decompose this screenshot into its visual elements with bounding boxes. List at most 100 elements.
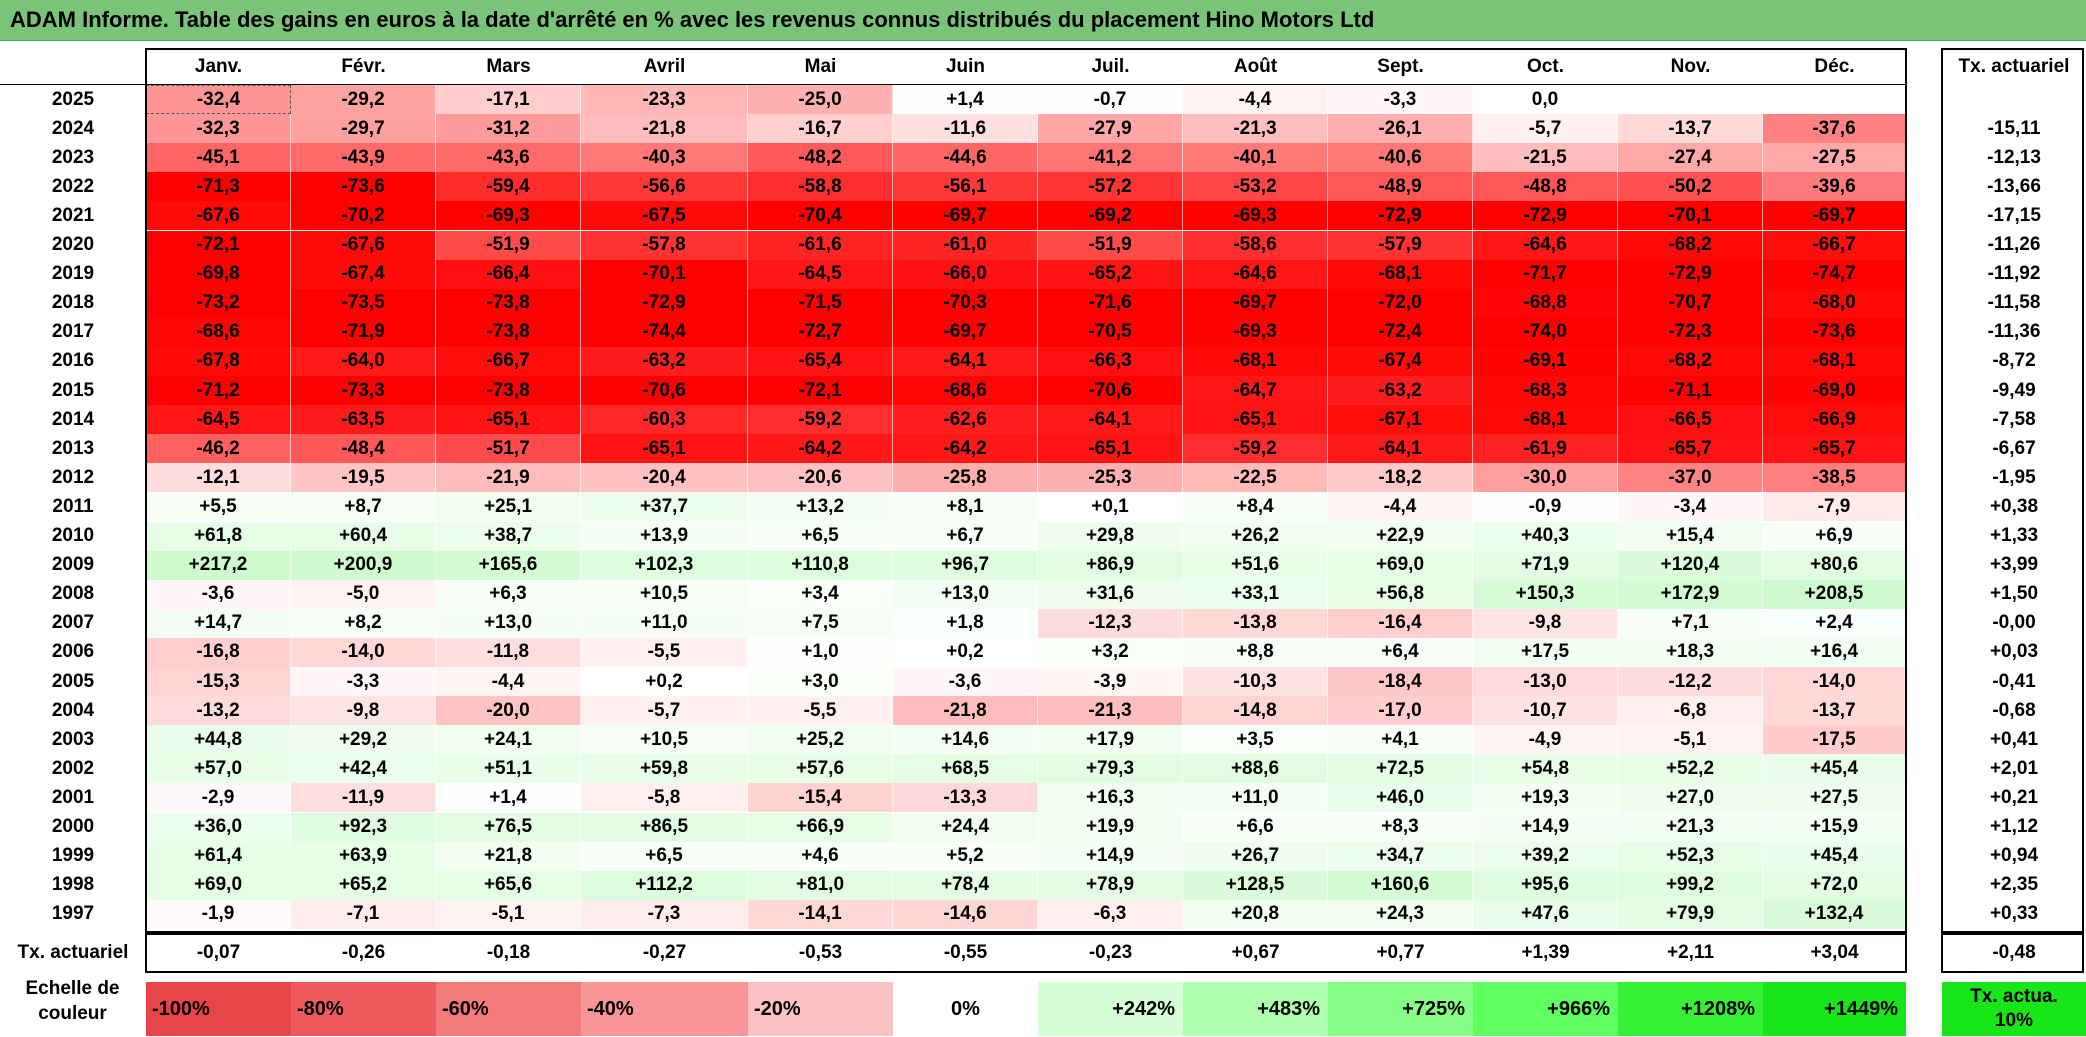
table-cell: -29,2 [291, 85, 436, 115]
table-cell: -69,8 [146, 259, 291, 289]
table-cell: +17,9 [1038, 725, 1183, 755]
title-bar: ADAM Informe. Table des gains en euros à… [0, 0, 2086, 41]
table-cell: -59,2 [1183, 434, 1328, 464]
year-label: 2013 [51, 437, 95, 459]
table-cell: -20,6 [748, 463, 893, 493]
table-cell: -40,6 [1328, 143, 1473, 173]
table-cell: -74,0 [1473, 317, 1618, 347]
table-cell: -0,9 [1473, 492, 1618, 522]
table-cell: +6,6 [1183, 812, 1328, 842]
table-cell: -51,9 [1038, 230, 1183, 260]
table-cell: -69,7 [893, 317, 1038, 347]
table-cell: +60,4 [291, 521, 436, 551]
table-cell: -29,7 [291, 114, 436, 144]
table-cell: -71,6 [1038, 288, 1183, 318]
table-cell: -63,5 [291, 405, 436, 435]
month-header-10: Oct. [1473, 48, 1618, 85]
table-cell [1618, 85, 1763, 115]
table-cell: -62,6 [893, 405, 1038, 435]
table-cell: -17,0 [1328, 696, 1473, 726]
table-cell: +18,3 [1618, 637, 1763, 667]
table-cell: +20,8 [1183, 899, 1328, 929]
table-cell: -38,5 [1763, 463, 1906, 493]
legend-step: +966% [1473, 982, 1618, 1036]
table-cell: -45,1 [146, 143, 291, 173]
table-cell: -32,3 [146, 114, 291, 144]
table-cell: +72,0 [1763, 870, 1906, 900]
table-cell: -66,7 [436, 346, 581, 376]
table-cell: -72,9 [581, 288, 748, 318]
table-cell: +0,1 [1038, 492, 1183, 522]
table-cell: -17,5 [1763, 725, 1906, 755]
table-cell: +80,6 [1763, 550, 1906, 580]
table-cell: +56,8 [1328, 579, 1473, 609]
table-cell: +6,5 [581, 841, 748, 871]
table-cell: +71,9 [1473, 550, 1618, 580]
table-cell: +165,6 [436, 550, 581, 580]
table-cell: +16,3 [1038, 783, 1183, 813]
table-cell: -67,4 [291, 259, 436, 289]
table-cell: -73,2 [146, 288, 291, 318]
table-cell: -69,3 [1183, 317, 1328, 347]
table-cell: +21,3 [1618, 812, 1763, 842]
table-cell: -18,2 [1328, 463, 1473, 493]
table-cell: -73,8 [436, 288, 581, 318]
month-header-5: Mai [748, 48, 893, 85]
table-cell: -23,3 [581, 85, 748, 115]
table-cell: -65,7 [1618, 434, 1763, 464]
table-cell: -6,3 [1038, 899, 1183, 929]
footer-cell: -0,23 [1038, 932, 1183, 973]
annual-cell: +0,21 [1942, 783, 2086, 813]
table-cell: +51,6 [1183, 550, 1328, 580]
year-label: 2004 [51, 699, 95, 721]
table-cell: -61,6 [748, 230, 893, 260]
table-cell: -64,1 [1328, 434, 1473, 464]
annual-cell: -11,58 [1942, 288, 2086, 318]
table-cell: -74,4 [581, 317, 748, 347]
table-cell: -64,0 [291, 346, 436, 376]
year-label: 2020 [51, 234, 95, 256]
table-cell: +8,8 [1183, 637, 1328, 667]
table-cell: -64,7 [1183, 376, 1328, 406]
table-cell: -27,4 [1618, 143, 1763, 173]
table-cell: +79,3 [1038, 754, 1183, 784]
table-cell: +33,1 [1183, 579, 1328, 609]
table-cell: +26,2 [1183, 521, 1328, 551]
table-cell: +5,5 [146, 492, 291, 522]
table-cell: -48,4 [291, 434, 436, 464]
annual-cell: +0,94 [1942, 841, 2086, 871]
table-cell: -69,7 [1763, 201, 1906, 231]
table-cell: -70,1 [581, 259, 748, 289]
table-cell: -5,7 [1473, 114, 1618, 144]
table-cell: -64,2 [893, 434, 1038, 464]
table-cell: -32,4 [146, 85, 291, 115]
table-cell: +19,3 [1473, 783, 1618, 813]
table-cell: +0,2 [893, 637, 1038, 667]
table-cell: -43,6 [436, 143, 581, 173]
table-cell: +200,9 [291, 550, 436, 580]
table-cell: -21,3 [1183, 114, 1328, 144]
year-label: 2019 [51, 263, 95, 285]
year-label: 2002 [51, 757, 95, 779]
table-cell: +31,6 [1038, 579, 1183, 609]
table-cell: -5,0 [291, 579, 436, 609]
table-cell: +88,6 [1183, 754, 1328, 784]
table-cell: -40,1 [1183, 143, 1328, 173]
table-cell: -27,5 [1763, 143, 1906, 173]
table-cell: -73,6 [1763, 317, 1906, 347]
table-cell: -19,5 [291, 463, 436, 493]
table-cell: -27,9 [1038, 114, 1183, 144]
year-label: 2022 [51, 175, 95, 197]
table-cell: -71,9 [291, 317, 436, 347]
table-cell: -11,6 [893, 114, 1038, 144]
table-cell: +6,4 [1328, 637, 1473, 667]
table-cell: -37,0 [1618, 463, 1763, 493]
table-cell: -65,2 [1038, 259, 1183, 289]
table-cell: +57,6 [748, 754, 893, 784]
annual-cell: -12,13 [1942, 143, 2086, 173]
table-cell: -68,1 [1328, 259, 1473, 289]
year-label: 2016 [51, 350, 95, 372]
table-cell: +217,2 [146, 550, 291, 580]
table-cell [1763, 85, 1906, 115]
legend-step: +483% [1183, 982, 1328, 1036]
